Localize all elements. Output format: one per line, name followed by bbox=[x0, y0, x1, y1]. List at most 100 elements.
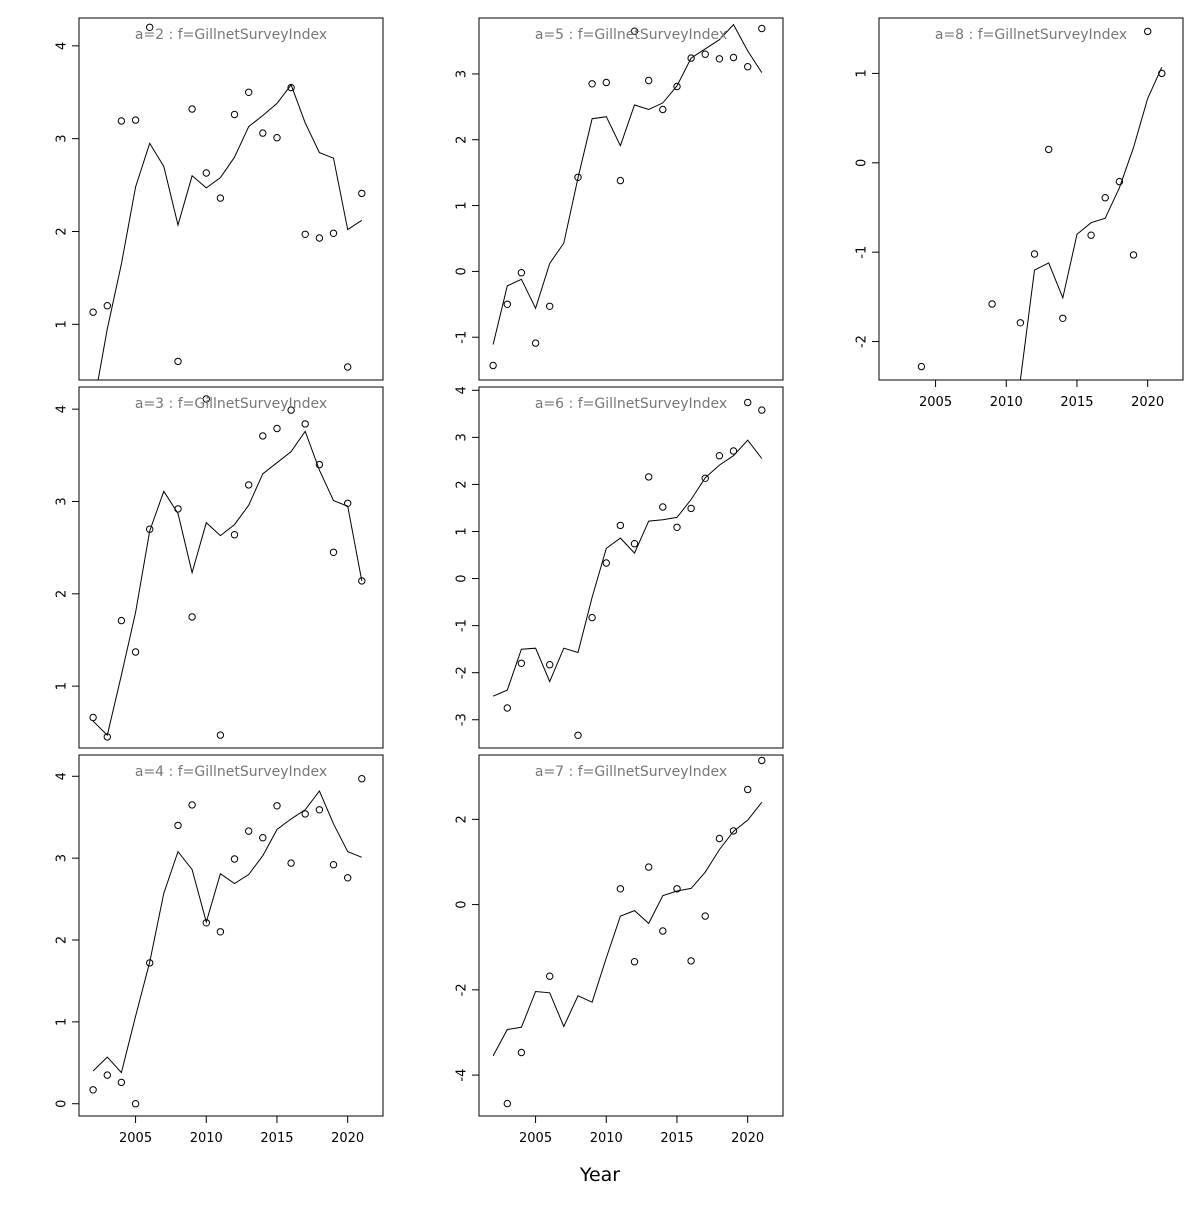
x-tick-label: 2020 bbox=[331, 1131, 364, 1146]
data-point bbox=[1101, 194, 1109, 202]
data-point bbox=[329, 861, 338, 869]
data-point bbox=[230, 531, 239, 539]
data-point bbox=[202, 395, 211, 403]
fitted-line bbox=[492, 439, 763, 697]
y-tick-label: 2 bbox=[455, 815, 470, 823]
y-tick-label: 2 bbox=[55, 590, 70, 598]
panel-4: a=3 : f=GillnetSurveyIndex 1 2 3 4 bbox=[55, 386, 384, 749]
panel-1: a=2 : f=GillnetSurveyIndex 1 2 3 4 bbox=[55, 17, 384, 381]
data-point bbox=[344, 363, 352, 371]
data-point bbox=[273, 424, 281, 433]
data-point bbox=[1087, 231, 1095, 239]
plot-area bbox=[492, 756, 766, 1108]
data-point bbox=[301, 230, 309, 239]
panel-title: a=4 : f=GillnetSurveyIndex bbox=[135, 764, 327, 780]
panel-title: a=6 : f=GillnetSurveyIndex bbox=[535, 396, 727, 412]
x-tick-label: 2020 bbox=[1131, 395, 1164, 410]
data-point bbox=[503, 704, 511, 712]
plot-area bbox=[489, 23, 766, 370]
y-tick-label: 0 bbox=[55, 1100, 70, 1108]
fitted-line bbox=[92, 790, 362, 1074]
data-point bbox=[1129, 251, 1138, 259]
data-point bbox=[715, 834, 724, 843]
data-point bbox=[103, 1071, 112, 1079]
data-point bbox=[616, 176, 625, 185]
data-point bbox=[358, 577, 366, 585]
y-tick-label: 2 bbox=[55, 227, 70, 235]
y-tick-label: -1 bbox=[855, 246, 870, 259]
data-point bbox=[358, 775, 366, 783]
x-tick-label: 2005 bbox=[519, 1131, 552, 1146]
panel-5: a=6 : f=GillnetSurveyIndex -3 -2 -1 0 1 2 3 4 bbox=[455, 386, 784, 749]
y-tick-label: 2 bbox=[455, 480, 470, 488]
data-point bbox=[188, 613, 196, 621]
data-point bbox=[188, 801, 196, 809]
y-tick-label: 3 bbox=[55, 854, 70, 862]
data-point bbox=[174, 821, 182, 830]
data-point bbox=[245, 481, 253, 489]
fitted-line bbox=[1019, 66, 1163, 380]
data-point bbox=[1115, 177, 1124, 186]
data-point bbox=[630, 958, 639, 966]
panel-frame bbox=[78, 386, 384, 749]
y-tick-label: -2 bbox=[855, 335, 870, 348]
data-point bbox=[358, 189, 366, 198]
panel-3: a=8 : f=GillnetSurveyIndex -2 -1 0 1 2005 2010… bbox=[855, 17, 1184, 410]
data-point bbox=[701, 912, 709, 920]
panel-title: a=3 : f=GillnetSurveyIndex bbox=[135, 396, 327, 412]
data-point bbox=[744, 785, 752, 794]
data-point bbox=[315, 234, 324, 242]
data-point bbox=[89, 713, 97, 722]
y-tick-label: -3 bbox=[455, 713, 470, 726]
data-point bbox=[89, 1086, 97, 1094]
data-point bbox=[715, 55, 724, 63]
data-point bbox=[301, 810, 309, 818]
data-point bbox=[230, 855, 239, 863]
data-point bbox=[259, 432, 267, 440]
panel-2: a=5 : f=GillnetSurveyIndex -1 0 1 2 3 bbox=[455, 17, 784, 381]
data-point bbox=[744, 62, 752, 71]
fitted-line bbox=[92, 430, 363, 737]
data-point bbox=[729, 447, 738, 455]
data-point bbox=[216, 928, 225, 936]
y-tick-label: 0 bbox=[455, 900, 470, 908]
y-tick-label: 4 bbox=[55, 405, 70, 413]
data-point bbox=[301, 420, 309, 428]
data-point bbox=[344, 874, 352, 882]
data-point bbox=[315, 806, 324, 814]
data-point bbox=[202, 919, 211, 927]
data-point bbox=[1016, 319, 1025, 327]
data-point bbox=[202, 169, 211, 177]
x-tick-label: 2005 bbox=[119, 1131, 152, 1146]
data-point bbox=[146, 23, 154, 31]
data-point bbox=[503, 300, 511, 308]
y-tick-label: 1 bbox=[55, 682, 70, 690]
data-point bbox=[517, 269, 526, 277]
data-point bbox=[259, 834, 267, 842]
data-point bbox=[103, 302, 112, 310]
y-tick-label: -1 bbox=[455, 619, 470, 632]
data-point bbox=[588, 613, 596, 622]
x-tick-label: 2015 bbox=[260, 1131, 293, 1146]
panel-frame bbox=[78, 754, 384, 1117]
data-point bbox=[117, 616, 126, 625]
data-point bbox=[574, 173, 582, 182]
data-point bbox=[630, 27, 639, 35]
data-point bbox=[701, 474, 709, 482]
y-tick-label: 3 bbox=[55, 135, 70, 143]
data-point bbox=[259, 129, 267, 137]
data-point bbox=[616, 885, 625, 893]
x-tick-label: 2015 bbox=[660, 1131, 693, 1146]
y-tick-label: 1 bbox=[855, 69, 870, 77]
y-tick-label: 1 bbox=[55, 320, 70, 328]
data-point bbox=[645, 473, 653, 481]
data-point bbox=[546, 661, 554, 669]
data-point bbox=[230, 110, 239, 119]
data-point bbox=[131, 1100, 140, 1108]
y-tick-label: 3 bbox=[455, 70, 470, 78]
data-point bbox=[602, 559, 610, 567]
y-tick-label: 2 bbox=[455, 136, 470, 144]
data-point bbox=[988, 300, 996, 308]
data-point bbox=[188, 105, 196, 113]
